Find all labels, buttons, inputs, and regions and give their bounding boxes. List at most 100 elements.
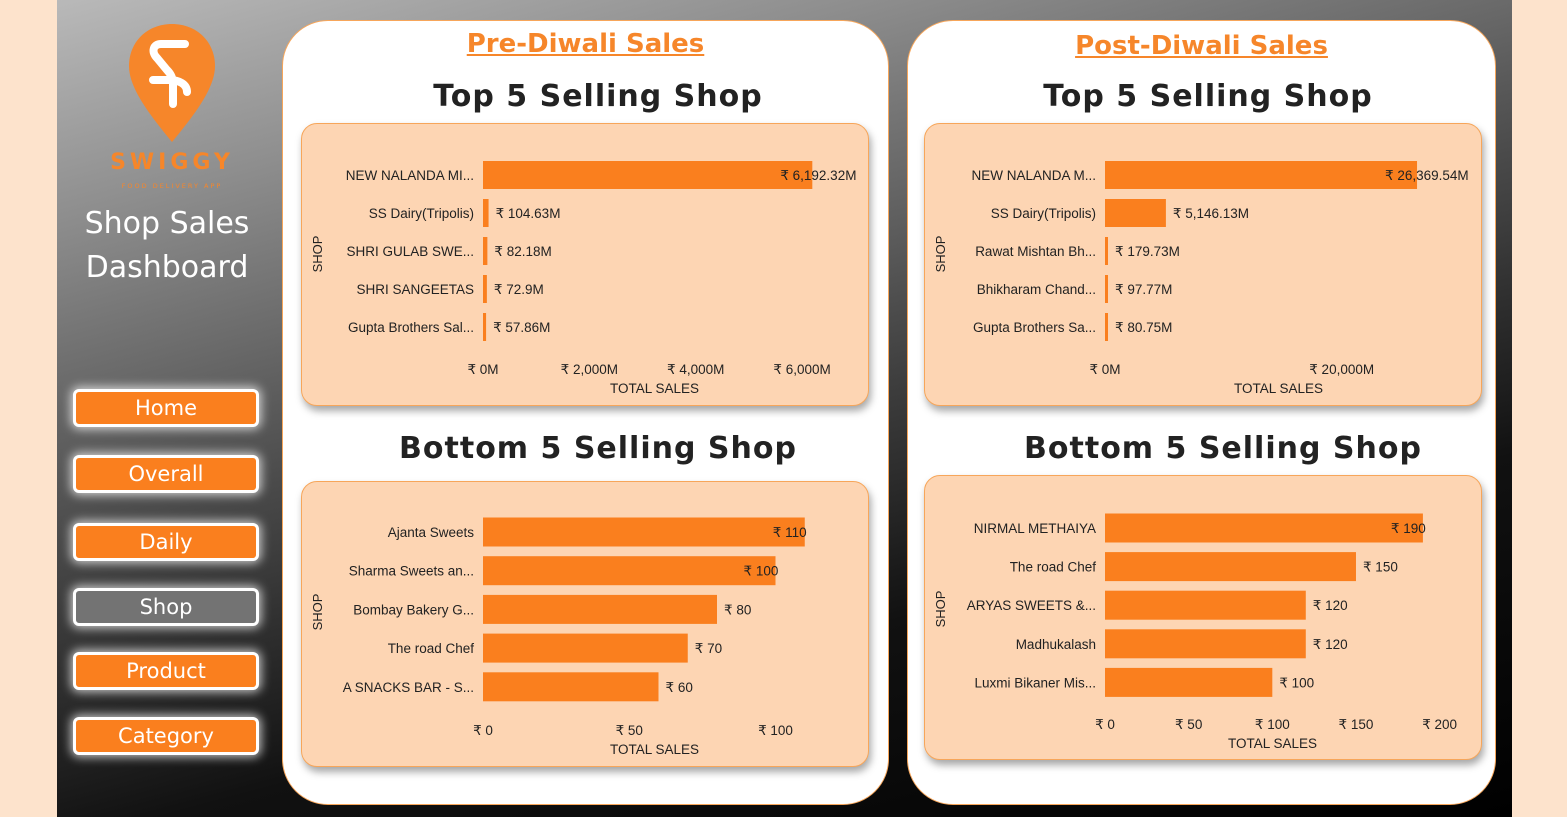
data-label: ₹ 110	[773, 525, 807, 540]
tick-label: ₹ 100	[758, 723, 793, 738]
bar	[1105, 629, 1306, 659]
sidebar: SWIGGY FOOD DELIVERY APP Shop Sales Dash…	[57, 0, 277, 817]
left-margin	[0, 0, 57, 817]
bar	[1105, 161, 1418, 189]
post-top-chart-title: Top 5 Selling Shop	[1043, 79, 1373, 114]
y-axis-label: SHOP	[933, 591, 948, 628]
nav-home-button[interactable]: Home	[73, 389, 259, 427]
category-label: NIRMAL METHAIYA	[974, 521, 1096, 536]
bar	[1105, 667, 1273, 697]
category-label: Luxmi Bikaner Mis...	[974, 675, 1096, 690]
tick-label: ₹ 20,000M	[1309, 362, 1374, 377]
y-axis-label: SHOP	[310, 594, 325, 631]
category-label: Ajanta Sweets	[388, 525, 475, 540]
nav-overall-button[interactable]: Overall	[73, 455, 259, 493]
bar	[483, 633, 688, 663]
category-label: SHRI SANGEETAS	[356, 282, 474, 297]
right-margin	[1512, 0, 1567, 817]
data-label: ₹ 5,146.13M	[1173, 206, 1249, 221]
nav-daily-button[interactable]: Daily	[73, 523, 259, 561]
category-label: SHRI GULAB SWE...	[346, 244, 474, 259]
nav-shop-button[interactable]: Shop	[73, 588, 259, 626]
data-label: ₹ 82.18M	[494, 244, 551, 259]
brand-name: SWIGGY	[110, 150, 234, 175]
tick-label: ₹ 0M	[1089, 362, 1120, 377]
category-label: ARYAS SWEETS &...	[967, 598, 1096, 613]
category-label: Sharma Sweets an...	[349, 564, 474, 579]
bar	[483, 672, 659, 702]
brand-tagline: FOOD DELIVERY APP	[121, 182, 223, 190]
page-title-line1: Shop Sales	[84, 206, 250, 241]
bar	[483, 237, 488, 265]
category-label: A SNACKS BAR - S...	[343, 680, 474, 695]
bar	[483, 313, 487, 341]
bar	[1105, 275, 1108, 303]
data-label: ₹ 104.63M	[496, 206, 561, 221]
data-label: ₹ 120	[1313, 598, 1348, 613]
category-label: Madhukalash	[1016, 637, 1096, 652]
data-label: ₹ 6,192.32M	[780, 168, 856, 183]
pre-top-chart: NEW NALANDA MI... ₹ 6,192.32M SS Dairy(Tri…	[301, 123, 869, 406]
data-label: ₹ 57.86M	[493, 320, 550, 335]
tick-label: ₹ 0	[1095, 717, 1115, 732]
data-label: ₹ 100	[1279, 675, 1314, 690]
category-label: Gupta Brothers Sal...	[348, 320, 474, 335]
category-label: Bombay Bakery G...	[353, 602, 474, 617]
pre-top-chart-title: Top 5 Selling Shop	[433, 79, 763, 114]
post-diwali-title: Post-Diwali Sales	[1075, 31, 1328, 61]
bar	[1105, 513, 1423, 543]
pre-top-chart-svg: NEW NALANDA MI... ₹ 6,192.32M SS Dairy(Tri…	[310, 161, 856, 396]
tick-label: ₹ 6,000M	[773, 362, 830, 377]
post-bottom-chart-svg: NIRMAL METHAIYA ₹ 190 The road Chef ₹ 150 AR…	[933, 513, 1457, 751]
x-axis-label: TOTAL SALES	[610, 381, 699, 396]
category-label: Gupta Brothers Sa...	[973, 320, 1096, 335]
swiggy-logo-icon	[129, 24, 215, 142]
data-label: ₹ 70	[695, 641, 722, 656]
bar	[483, 517, 805, 547]
pre-diwali-panel: Pre-Diwali Sales Top 5 Selling Shop NEW …	[282, 20, 889, 805]
tick-label: ₹ 0M	[467, 362, 498, 377]
tick-label: ₹ 0	[473, 723, 493, 738]
post-bottom-chart: NIRMAL METHAIYA ₹ 190 The road Chef ₹ 150 AR…	[924, 475, 1482, 760]
category-label: Bhikharam Chand...	[977, 282, 1096, 297]
tick-label: ₹ 100	[1255, 717, 1290, 732]
post-top-chart-svg: NEW NALANDA M... ₹ 26,369.54M SS Dairy(Tri…	[933, 161, 1469, 396]
bar	[483, 199, 489, 227]
page-title-line2: Dashboard	[85, 250, 249, 285]
tick-label: ₹ 50	[616, 723, 643, 738]
pre-diwali-title: Pre-Diwali Sales	[466, 29, 705, 59]
bar	[1105, 237, 1108, 265]
post-bottom-chart-title: Bottom 5 Selling Shop	[1024, 431, 1422, 466]
category-label: SS Dairy(Tripolis)	[369, 206, 474, 221]
post-top-chart: NEW NALANDA M... ₹ 26,369.54M SS Dairy(Tri…	[924, 123, 1482, 406]
pre-bottom-chart-svg: Ajanta Sweets ₹ 110 Sharma Sweets an... ₹ 1…	[310, 517, 807, 757]
tick-label: ₹ 50	[1175, 717, 1202, 732]
tick-label: ₹ 200	[1422, 717, 1457, 732]
x-axis-label: TOTAL SALES	[1234, 381, 1323, 396]
data-label: ₹ 60	[666, 680, 693, 695]
data-label: ₹ 190	[1391, 521, 1426, 536]
data-label: ₹ 100	[744, 564, 779, 579]
data-label: ₹ 80	[724, 602, 751, 617]
x-axis-label: TOTAL SALES	[1228, 736, 1317, 751]
post-diwali-panel: Post-Diwali Sales Top 5 Selling Shop NEW…	[907, 20, 1496, 805]
nav-product-button[interactable]: Product	[73, 652, 259, 690]
bar	[1105, 552, 1356, 582]
bar	[483, 594, 717, 624]
pre-bottom-chart: Ajanta Sweets ₹ 110 Sharma Sweets an... ₹ 1…	[301, 481, 869, 767]
bar	[1105, 590, 1306, 620]
tick-label: ₹ 150	[1339, 717, 1374, 732]
x-axis-label: TOTAL SALES	[610, 742, 699, 757]
data-label: ₹ 97.77M	[1115, 282, 1172, 297]
nav-category-button[interactable]: Category	[73, 717, 259, 755]
data-label: ₹ 72.9M	[494, 282, 544, 297]
category-label: Rawat Mishtan Bh...	[975, 244, 1096, 259]
data-label: ₹ 150	[1363, 560, 1398, 575]
category-label: NEW NALANDA MI...	[346, 168, 474, 183]
y-axis-label: SHOP	[310, 236, 325, 273]
data-label: ₹ 80.75M	[1115, 320, 1172, 335]
bar	[483, 161, 813, 189]
data-label: ₹ 26,369.54M	[1385, 168, 1469, 183]
bar	[483, 275, 487, 303]
bar	[483, 556, 776, 586]
